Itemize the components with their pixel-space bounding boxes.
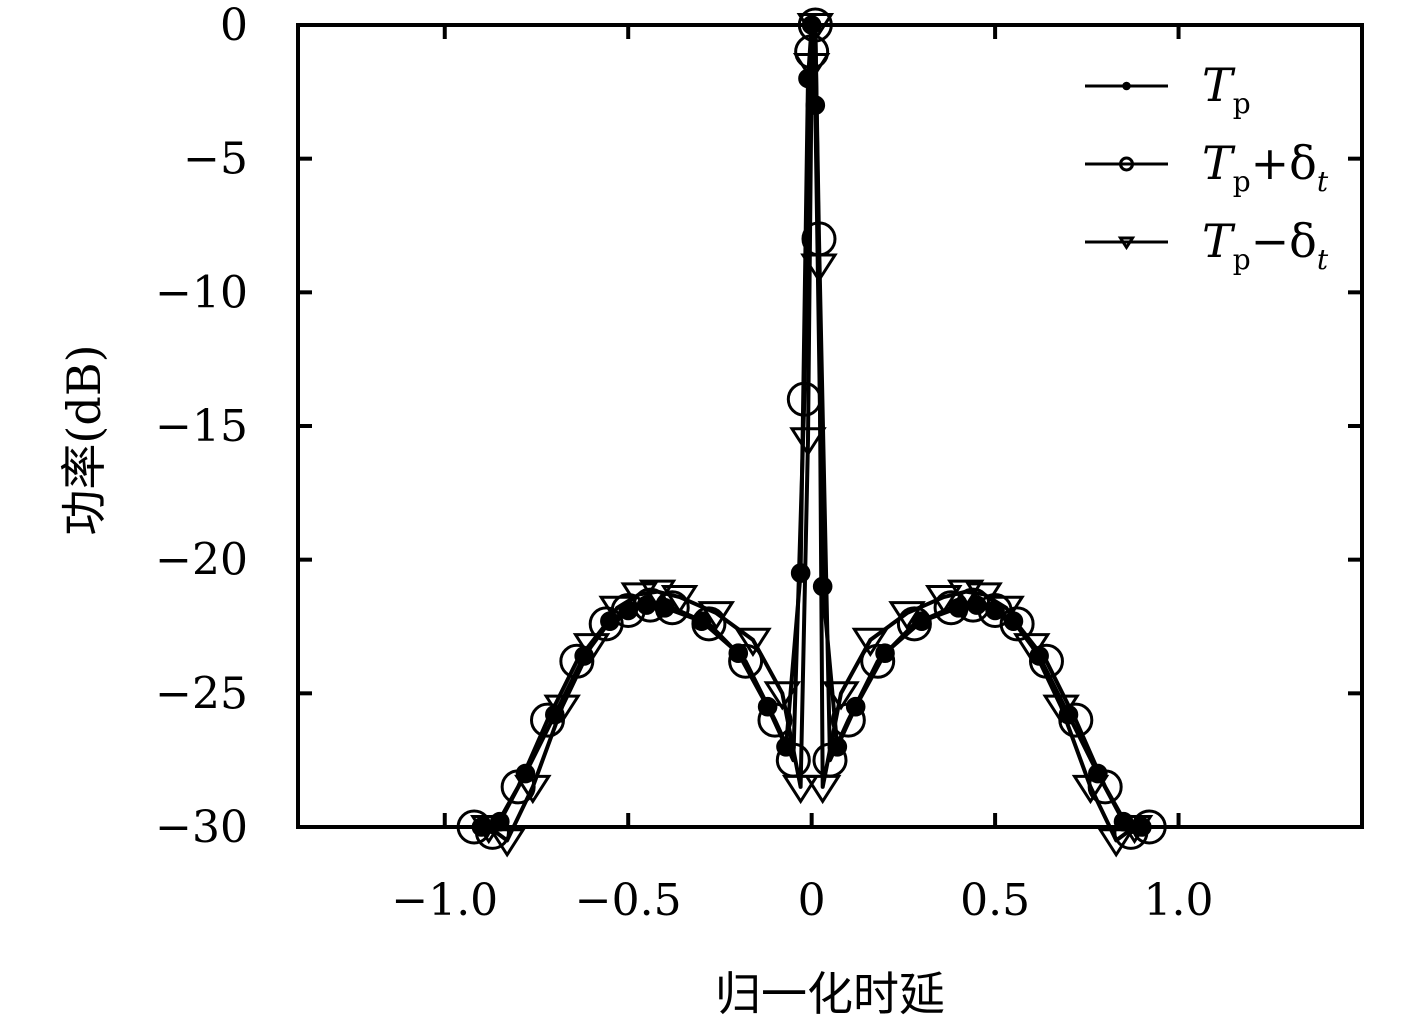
x-tick-label: 0.5 [960, 875, 1030, 926]
series-point [734, 627, 772, 658]
series-point [1013, 633, 1051, 663]
series-point [1097, 828, 1135, 858]
series-point [610, 592, 646, 628]
series-point [654, 590, 690, 626]
series-point [763, 681, 802, 711]
series-point [697, 601, 736, 631]
series-line [487, 23, 1136, 843]
series-point [638, 579, 677, 609]
x-tick-label: 1.0 [1144, 875, 1214, 926]
series-point [660, 585, 699, 615]
series-point [822, 681, 860, 711]
legend-marker [1119, 156, 1134, 172]
x-tick-label: −1.0 [391, 875, 498, 926]
series-point [888, 601, 926, 631]
series-point [543, 694, 581, 724]
series-point [514, 774, 552, 805]
x-tick-label: −0.5 [575, 875, 682, 926]
series-point [792, 53, 831, 83]
series-point [1071, 774, 1110, 805]
series-point [851, 627, 890, 658]
series-point [757, 702, 793, 738]
series-point [620, 582, 658, 612]
series-point [1115, 814, 1154, 845]
legend-marker [1117, 236, 1136, 251]
series-point [598, 595, 636, 625]
y-tick-label: −30 [155, 802, 248, 853]
y-tick-label: −20 [155, 535, 248, 586]
series-point [933, 590, 969, 626]
x-tick-label: 0 [798, 875, 826, 926]
legend-marker [1122, 81, 1131, 91]
y-tick-label: 0 [220, 0, 248, 51]
series-point [999, 606, 1035, 642]
series-point [789, 427, 827, 457]
y-axis-title: 功率(dB) [57, 344, 111, 535]
legend-label: Tp−δt [1202, 214, 1329, 276]
series-3 [470, 12, 1154, 858]
series-point [830, 702, 866, 738]
axis-ticks: −1.0 −0.5 0 0.5 1.0 0 −5 −10 −15 −20 −25 −30 [155, 0, 1362, 926]
legend-label: Tp+δt [1202, 136, 1329, 198]
series-point [781, 774, 820, 805]
x-axis-title: 归一化时延 [715, 967, 945, 1021]
series-point [924, 585, 963, 615]
series-point [488, 828, 526, 858]
y-tick-label: −10 [155, 267, 248, 318]
series-point [1042, 694, 1080, 724]
series-point [987, 595, 1025, 625]
legend: Tp Tp+δt Tp−δt [1085, 58, 1329, 276]
y-tick-label: −5 [183, 134, 248, 185]
legend-label: Tp [1202, 58, 1251, 120]
series-point [800, 253, 838, 283]
y-tick-label: −15 [155, 401, 248, 452]
series-point [796, 12, 835, 43]
series-point [803, 774, 842, 805]
y-tick-label: −25 [155, 668, 248, 719]
series-layer [456, 7, 1167, 858]
series-point [572, 633, 611, 663]
